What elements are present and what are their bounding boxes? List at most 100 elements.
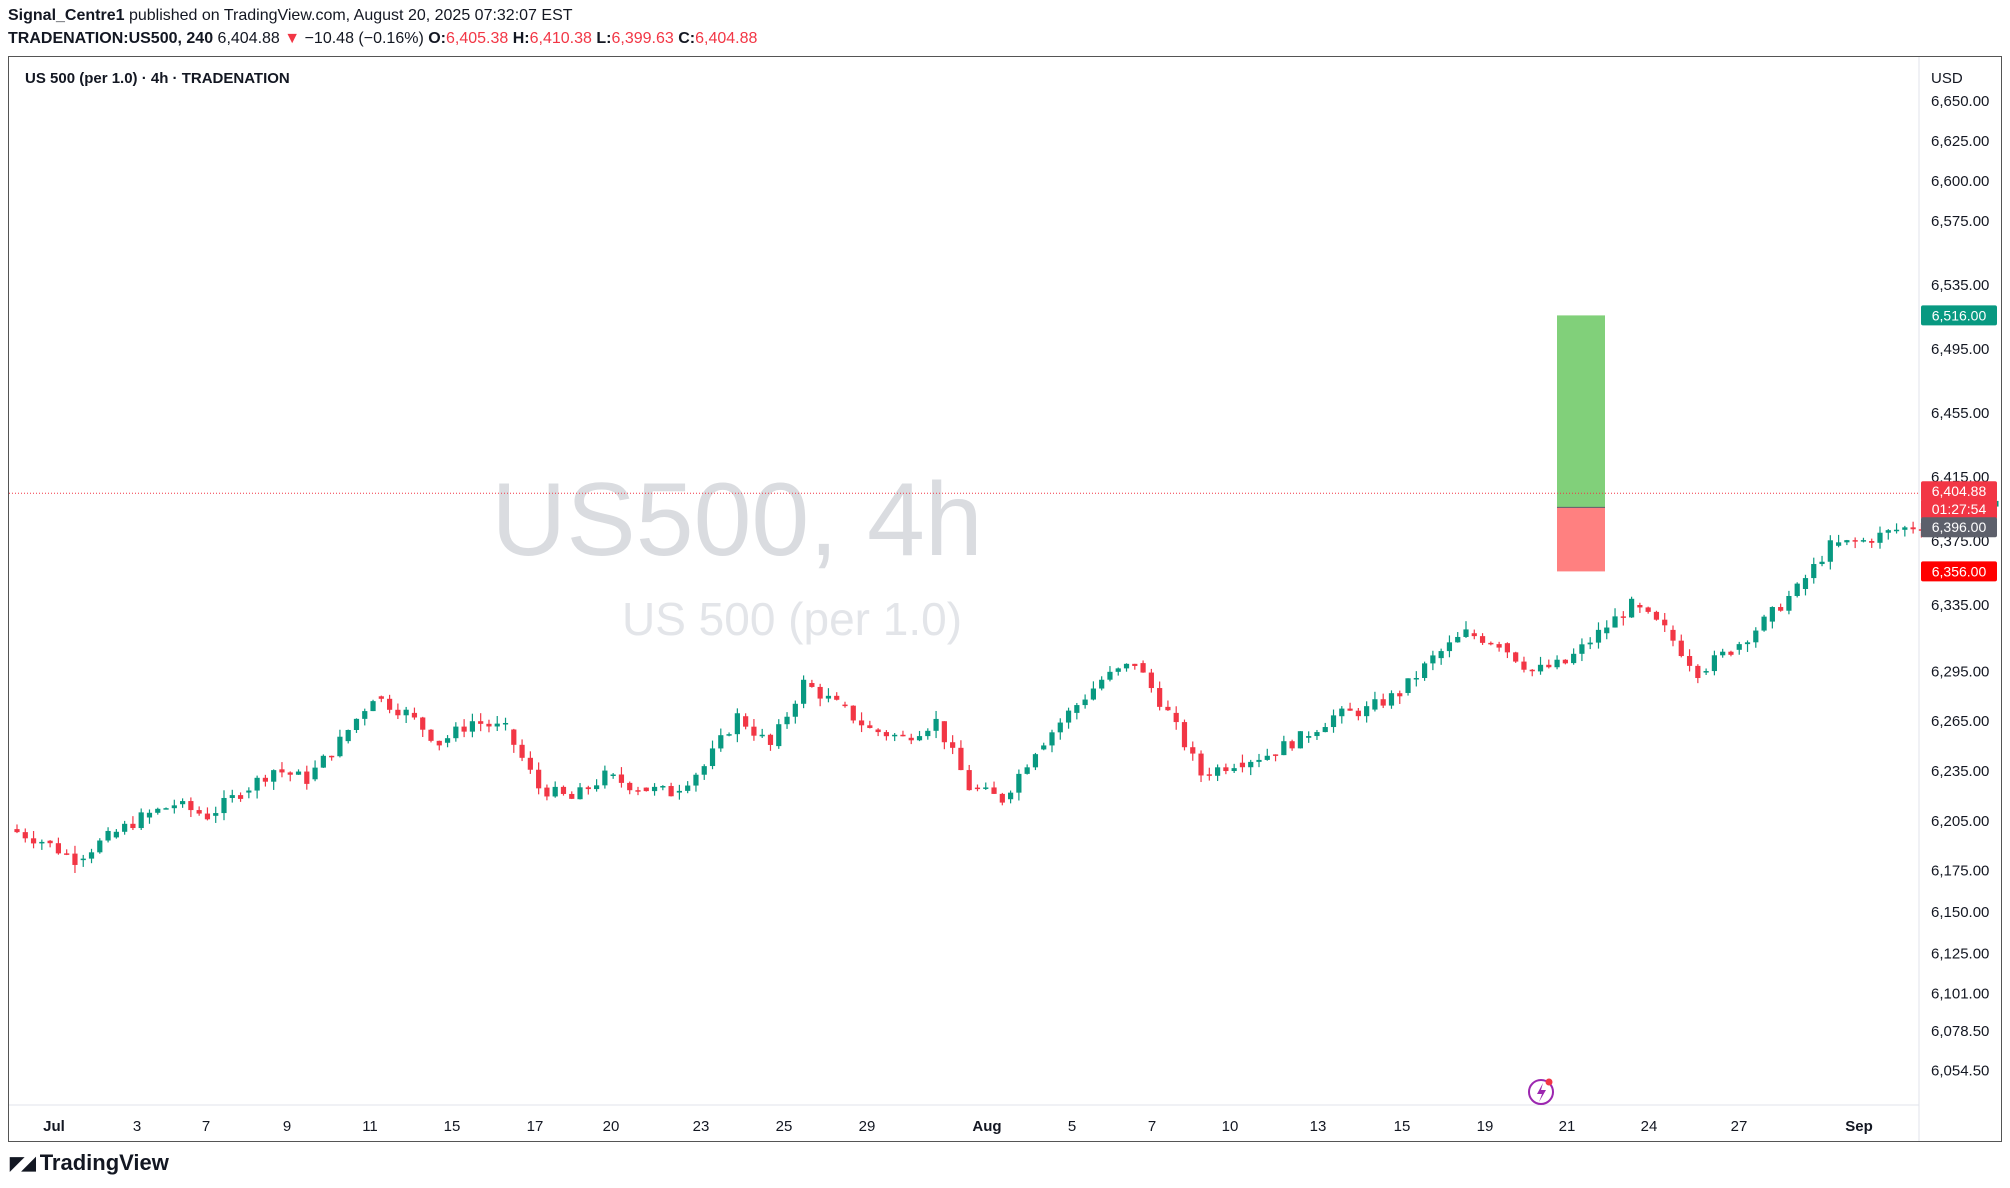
candle-body bbox=[1115, 668, 1121, 672]
time-tick-label: 9 bbox=[283, 1118, 291, 1135]
candle-body bbox=[428, 729, 434, 741]
candle-body bbox=[511, 729, 517, 745]
low-value: 6,399.63 bbox=[611, 30, 674, 47]
candle-body bbox=[1653, 611, 1660, 620]
high-label: H: bbox=[512, 30, 530, 47]
price-label-text: 6,516.00 bbox=[1932, 307, 1987, 323]
watermark-sub: US 500 (per 1.0) bbox=[622, 593, 962, 645]
candle-body bbox=[1604, 627, 1610, 634]
candle-body bbox=[1016, 773, 1022, 793]
candle-body bbox=[916, 736, 923, 741]
candle-body bbox=[1885, 530, 1891, 533]
close-value: 6,404.88 bbox=[695, 30, 758, 47]
candle-body bbox=[1206, 774, 1212, 776]
author-name[interactable]: Signal_Centre1 bbox=[8, 7, 125, 24]
candle-body bbox=[1479, 636, 1486, 643]
candle-body bbox=[1430, 655, 1436, 664]
candle-body bbox=[668, 786, 674, 797]
candle-body bbox=[875, 729, 881, 733]
price-tick-label: 6,205.00 bbox=[1931, 813, 1989, 830]
candle-body bbox=[933, 718, 939, 731]
candle-body bbox=[1852, 540, 1858, 542]
candle-body bbox=[825, 695, 832, 699]
price-tick-label: 6,235.00 bbox=[1931, 763, 1989, 780]
candle-body bbox=[502, 722, 509, 725]
candle-body bbox=[718, 735, 724, 749]
candle-body bbox=[295, 771, 302, 775]
candle-body bbox=[138, 812, 144, 829]
open-value: 6,405.38 bbox=[446, 30, 509, 47]
time-axis[interactable]: Jul 3 7 9 11 15 17 20 23 25 29 Aug 5 7 10 13 15 19 21 24 27 S… bbox=[43, 1118, 1873, 1135]
candle-body bbox=[1769, 607, 1775, 622]
candle-body bbox=[1330, 715, 1337, 728]
candle-body bbox=[1032, 754, 1039, 768]
candle-body bbox=[1198, 753, 1204, 776]
candle-body bbox=[1099, 679, 1105, 689]
candle-body bbox=[1446, 642, 1453, 652]
candle-body bbox=[1123, 663, 1130, 669]
candle-body bbox=[1306, 736, 1312, 738]
candle-body bbox=[1339, 708, 1345, 717]
candle-body bbox=[1140, 663, 1146, 673]
candle-body bbox=[1289, 741, 1295, 749]
candle-body bbox=[411, 712, 418, 718]
candle-body bbox=[519, 744, 525, 758]
price-axis[interactable]: 6,650.00 6,625.00 6,600.00 6,575.00 6,535.00… bbox=[1931, 93, 1989, 1080]
publish-line: Signal_Centre1 published on TradingView.… bbox=[8, 4, 757, 28]
candle-body bbox=[1761, 616, 1767, 631]
candle-body bbox=[1554, 659, 1560, 668]
candle-body bbox=[693, 774, 699, 786]
candle-body bbox=[1248, 761, 1254, 768]
price-tick-label: 6,175.00 bbox=[1931, 863, 1989, 880]
candle-body bbox=[1786, 595, 1792, 611]
candle-body bbox=[1794, 583, 1800, 596]
candle-body bbox=[1132, 663, 1138, 666]
price-tick-label: 6,495.00 bbox=[1931, 341, 1989, 358]
candle-body bbox=[1463, 629, 1469, 637]
candle-body bbox=[130, 823, 136, 829]
candle-body bbox=[527, 757, 533, 770]
candle-body bbox=[966, 770, 972, 791]
stop-zone[interactable] bbox=[1557, 507, 1605, 572]
candle-body bbox=[1827, 540, 1833, 562]
currency-label[interactable]: USD bbox=[1931, 70, 1963, 87]
candle-body bbox=[660, 786, 666, 788]
time-tick-label: 3 bbox=[133, 1118, 141, 1135]
lightning-icon[interactable] bbox=[1528, 1078, 1554, 1105]
time-tick-label: Jul bbox=[43, 1118, 65, 1135]
candle-body bbox=[436, 740, 442, 746]
candle-body bbox=[88, 852, 95, 859]
candle-body bbox=[469, 721, 475, 732]
price-label-box bbox=[1921, 305, 1997, 326]
candle-body bbox=[1645, 607, 1651, 612]
candle-body bbox=[817, 686, 823, 699]
candle-body bbox=[1877, 532, 1883, 543]
candle-body bbox=[842, 704, 848, 707]
time-tick-label: 11 bbox=[362, 1118, 378, 1135]
candles-group bbox=[14, 497, 1999, 874]
candle-body bbox=[1571, 653, 1577, 664]
candle-body bbox=[726, 734, 732, 736]
candle-body bbox=[246, 790, 252, 793]
tradingview-logo-icon: ◤◢ bbox=[10, 1152, 36, 1173]
watermark-main: US500, 4h bbox=[491, 462, 982, 578]
tradingview-logo[interactable]: ◤◢ TradingView bbox=[10, 1150, 169, 1176]
candle-body bbox=[229, 795, 235, 798]
candle-body bbox=[171, 805, 177, 809]
candle-body bbox=[1612, 616, 1618, 628]
chart-svg[interactable]: US500, 4h US 500 (per 1.0) 6,650.00 6,625… bbox=[9, 57, 2001, 1141]
candle-body bbox=[1537, 664, 1544, 672]
candle-body bbox=[544, 787, 550, 797]
candle-body bbox=[1157, 688, 1163, 707]
profit-zone[interactable] bbox=[1557, 315, 1605, 508]
candle-body bbox=[1819, 561, 1825, 565]
candle-body bbox=[1388, 693, 1395, 706]
candle-body bbox=[1190, 747, 1196, 754]
long-position-tool[interactable] bbox=[1557, 315, 1605, 572]
candle-body bbox=[14, 829, 20, 833]
price-label-box bbox=[1921, 499, 1997, 520]
chart-frame[interactable]: US500, 4h US 500 (per 1.0) 6,650.00 6,625… bbox=[8, 56, 2002, 1142]
candle-body bbox=[378, 696, 384, 699]
candle-body bbox=[1513, 652, 1519, 662]
candle-body bbox=[72, 853, 78, 865]
